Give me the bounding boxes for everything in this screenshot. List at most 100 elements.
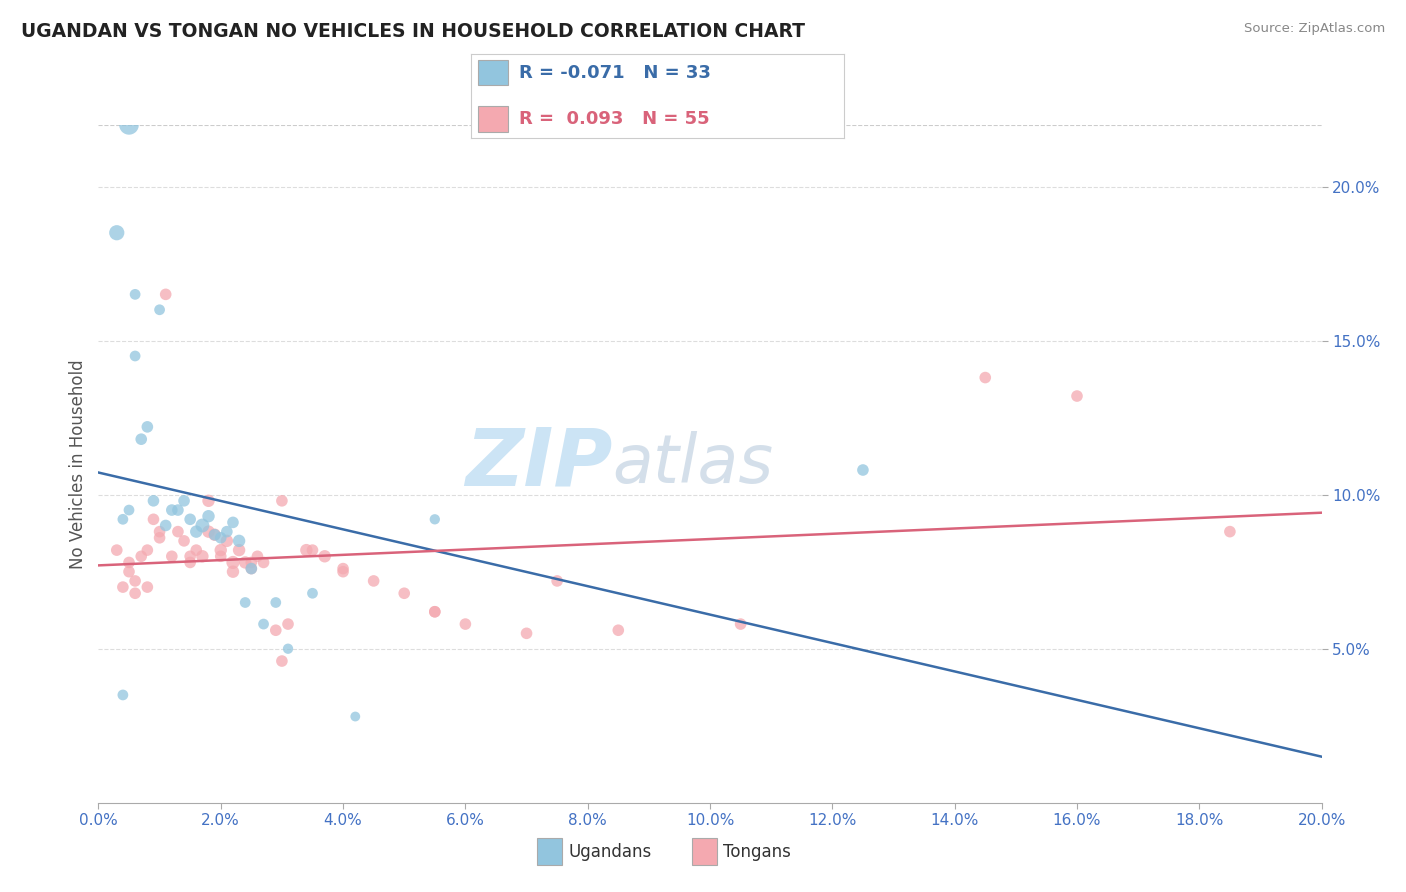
Point xyxy=(118,503,141,517)
Point xyxy=(160,503,183,517)
Point xyxy=(516,626,538,640)
Point xyxy=(160,549,183,564)
Point xyxy=(270,654,294,668)
Point xyxy=(136,543,159,558)
Point xyxy=(423,605,446,619)
FancyBboxPatch shape xyxy=(537,838,562,865)
Point xyxy=(209,543,232,558)
Text: R = -0.071   N = 33: R = -0.071 N = 33 xyxy=(519,63,711,81)
Point xyxy=(222,565,245,579)
Point xyxy=(454,617,477,632)
Point xyxy=(111,688,134,702)
Point xyxy=(209,531,232,545)
Point xyxy=(149,302,172,317)
Point xyxy=(142,512,165,526)
FancyBboxPatch shape xyxy=(478,106,509,132)
Point xyxy=(852,463,875,477)
Point xyxy=(197,524,219,539)
Text: Tongans: Tongans xyxy=(723,843,790,861)
Point xyxy=(240,561,263,575)
Point xyxy=(173,533,195,548)
Point xyxy=(277,617,299,632)
Point xyxy=(228,533,250,548)
Point xyxy=(730,617,752,632)
Point xyxy=(264,595,287,609)
Point xyxy=(155,518,177,533)
Point xyxy=(136,420,159,434)
Point xyxy=(233,595,256,609)
Point xyxy=(129,549,152,564)
Point xyxy=(118,565,141,579)
Point xyxy=(264,624,287,638)
Point xyxy=(111,580,134,594)
Point xyxy=(246,549,269,564)
Point xyxy=(118,556,141,570)
FancyBboxPatch shape xyxy=(478,60,509,86)
Point xyxy=(222,556,245,570)
Point xyxy=(186,543,208,558)
Y-axis label: No Vehicles in Household: No Vehicles in Household xyxy=(69,359,87,569)
Point xyxy=(105,226,128,240)
Point xyxy=(197,509,219,524)
Point xyxy=(1066,389,1088,403)
Point xyxy=(149,531,172,545)
Point xyxy=(1219,524,1241,539)
Point xyxy=(423,605,446,619)
Point xyxy=(191,518,214,533)
Point xyxy=(277,641,299,656)
Point xyxy=(215,524,238,539)
Point xyxy=(301,586,323,600)
Point xyxy=(142,493,165,508)
Point xyxy=(136,580,159,594)
Point xyxy=(423,512,446,526)
Point xyxy=(149,524,172,539)
Point xyxy=(332,561,354,575)
Point xyxy=(314,549,336,564)
Point xyxy=(124,574,146,588)
Point xyxy=(392,586,416,600)
Point xyxy=(129,432,152,446)
Point xyxy=(118,118,141,132)
Point xyxy=(179,556,201,570)
Point xyxy=(228,543,250,558)
Text: Ugandans: Ugandans xyxy=(568,843,651,861)
Point xyxy=(363,574,385,588)
Point xyxy=(233,556,256,570)
Point xyxy=(252,617,274,632)
Point xyxy=(301,543,323,558)
Text: ZIP: ZIP xyxy=(465,425,612,503)
Point xyxy=(179,512,201,526)
Point xyxy=(179,549,201,564)
Point xyxy=(124,349,146,363)
Point xyxy=(546,574,568,588)
Point xyxy=(167,524,190,539)
Point xyxy=(607,624,630,638)
Text: Source: ZipAtlas.com: Source: ZipAtlas.com xyxy=(1244,22,1385,36)
Point xyxy=(204,527,226,541)
Point xyxy=(124,586,146,600)
Point xyxy=(167,503,190,517)
Point xyxy=(240,561,263,575)
Point xyxy=(204,527,226,541)
Point xyxy=(209,549,232,564)
Point xyxy=(186,524,208,539)
Point xyxy=(155,287,177,301)
Point xyxy=(215,533,238,548)
Point xyxy=(197,493,219,508)
Text: UGANDAN VS TONGAN NO VEHICLES IN HOUSEHOLD CORRELATION CHART: UGANDAN VS TONGAN NO VEHICLES IN HOUSEHO… xyxy=(21,22,806,41)
Point xyxy=(270,493,294,508)
Point xyxy=(111,512,134,526)
Text: atlas: atlas xyxy=(612,431,773,497)
FancyBboxPatch shape xyxy=(692,838,717,865)
Point xyxy=(252,556,274,570)
Point xyxy=(332,565,354,579)
Point xyxy=(191,549,214,564)
Point xyxy=(974,370,997,384)
Point xyxy=(105,543,128,558)
Point xyxy=(124,287,146,301)
Point xyxy=(222,516,245,530)
Point xyxy=(173,493,195,508)
Text: R =  0.093   N = 55: R = 0.093 N = 55 xyxy=(519,111,710,128)
Point xyxy=(240,556,263,570)
Point xyxy=(344,709,367,723)
